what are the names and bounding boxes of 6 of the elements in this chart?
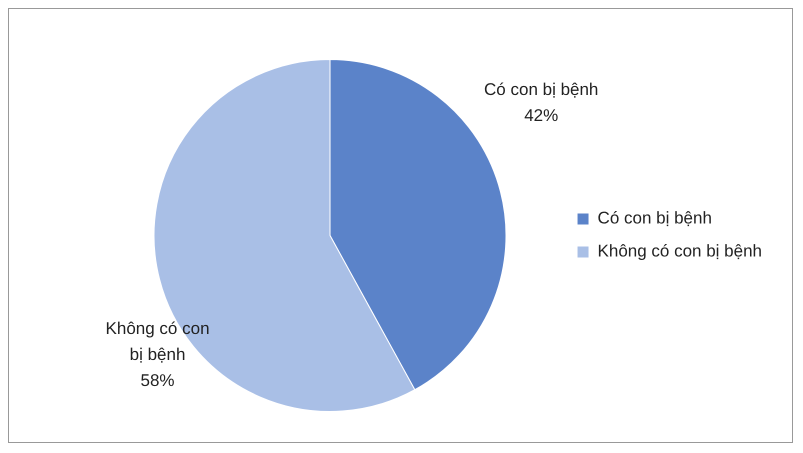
legend-label: Có con bị bệnh [598,208,712,228]
data-label: 58% [140,370,175,390]
slice-label: Có con bị bệnh [484,80,598,100]
slice-label: Không có con bị bệnh [106,318,210,364]
legend-label: Không có con bị bệnh [598,242,762,261]
data-label: 42% [524,106,558,126]
